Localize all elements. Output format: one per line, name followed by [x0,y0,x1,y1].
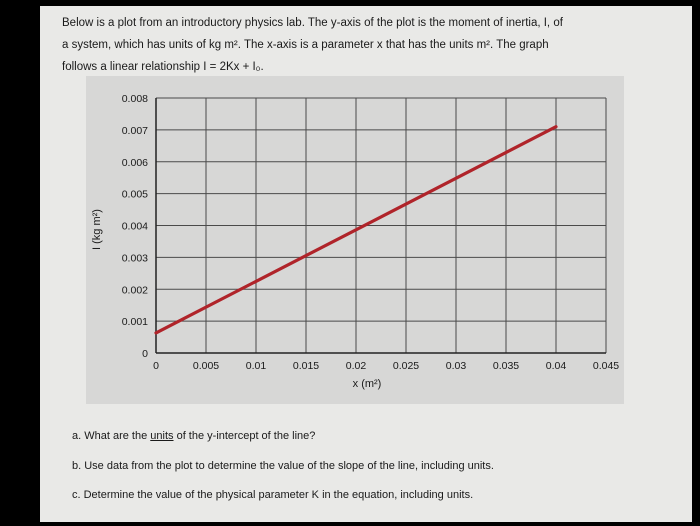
y-tick-label: 0.004 [122,221,148,233]
y-tick-label: 0.007 [122,125,148,137]
x-tick-label: 0.035 [493,360,519,372]
y-tick-label: 0.003 [122,252,148,264]
y-tick-label: 0 [142,348,148,360]
x-tick-label: 0.03 [446,360,467,372]
plot-background [86,76,624,404]
x-tick-label: 0.04 [546,360,567,372]
y-axis-title: I (kg m²) [91,209,103,250]
question-a-units: units [150,430,174,442]
y-tick-label: 0.006 [122,157,148,169]
question-a-prefix: a. What are the [72,430,151,442]
x-tick-label: 0.005 [193,360,219,372]
question-a-suffix: of the y-intercept of the line? [173,430,316,442]
data-line [154,125,558,335]
x-tick-label: 0.025 [393,360,419,372]
intro-line-1: Below is a plot from an introductory phy… [62,17,563,29]
intro-line-2: a system, which has units of kg m². The … [62,39,549,51]
x-axis-title: x (m²) [353,378,382,390]
question-c: c. Determine the value of the physical p… [72,489,474,501]
intro-line-3: follows a linear relationship I = 2Kx + … [62,61,264,73]
x-tick-label: 0.015 [293,360,319,372]
question-b: b. Use data from the plot to determine t… [72,460,494,472]
x-tick-label: 0 [153,360,159,372]
x-tick-label: 0.02 [346,360,367,372]
question-a: a. What are the units of the y-intercept… [72,430,315,442]
problem-intro: Below is a plot from an introductory phy… [62,12,662,78]
y-tick-label: 0.002 [122,284,148,296]
x-tick-label: 0.01 [246,360,267,372]
y-tick-label: 0.005 [122,189,148,201]
x-tick-label: 0.045 [593,360,619,372]
y-tick-label: 0.001 [122,316,148,328]
y-tick-label: 0.008 [122,93,148,105]
